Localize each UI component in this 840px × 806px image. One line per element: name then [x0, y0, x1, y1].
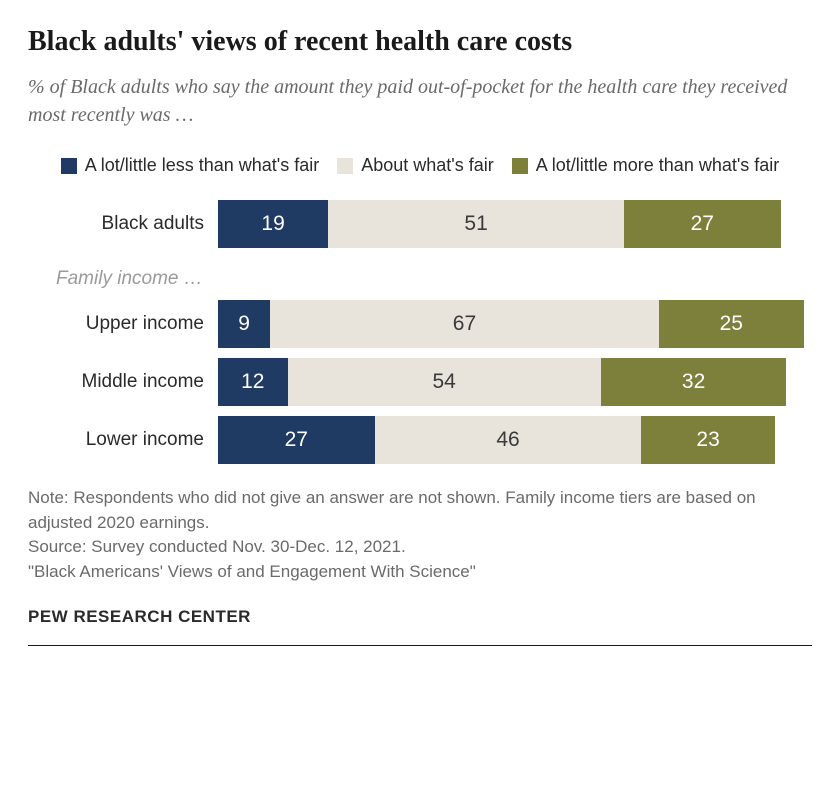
- legend-item-more: A lot/little more than what's fair: [512, 155, 780, 176]
- chart-area: Black adults195127 Family income … Upper…: [28, 200, 812, 464]
- source-text: Source: Survey conducted Nov. 30-Dec. 12…: [28, 535, 812, 560]
- bar: 195127: [218, 200, 781, 248]
- chart-row: Middle income125432: [28, 358, 812, 406]
- notes: Note: Respondents who did not give an an…: [28, 486, 812, 585]
- row-label: Upper income: [28, 313, 218, 335]
- legend-item-about: About what's fair: [337, 155, 494, 176]
- seg-more: 25: [659, 300, 804, 348]
- row-label: Middle income: [28, 371, 218, 393]
- note-text: Note: Respondents who did not give an an…: [28, 486, 812, 535]
- seg-about: 67: [270, 300, 659, 348]
- seg-about: 51: [328, 200, 624, 248]
- chart-row: Black adults195127: [28, 200, 812, 248]
- chart-row: Lower income274623: [28, 416, 812, 464]
- seg-more: 27: [624, 200, 781, 248]
- legend-label-more: A lot/little more than what's fair: [536, 155, 780, 176]
- seg-more: 32: [601, 358, 787, 406]
- swatch-more: [512, 158, 528, 174]
- swatch-about: [337, 158, 353, 174]
- bottom-rule: [28, 645, 812, 646]
- legend: A lot/little less than what's fair About…: [28, 155, 812, 176]
- seg-less: 27: [218, 416, 375, 464]
- attribution: PEW RESEARCH CENTER: [28, 607, 812, 627]
- seg-more: 23: [641, 416, 774, 464]
- legend-label-less: A lot/little less than what's fair: [85, 155, 320, 176]
- swatch-less: [61, 158, 77, 174]
- report-text: "Black Americans' Views of and Engagemen…: [28, 560, 812, 585]
- seg-about: 46: [375, 416, 642, 464]
- seg-about: 54: [288, 358, 601, 406]
- bar: 125432: [218, 358, 786, 406]
- row-label: Black adults: [28, 213, 218, 235]
- group-label: Family income …: [56, 268, 812, 290]
- chart-row: Upper income96725: [28, 300, 812, 348]
- seg-less: 12: [218, 358, 288, 406]
- chart-subtitle: % of Black adults who say the amount the…: [28, 73, 812, 129]
- chart-title: Black adults' views of recent health car…: [28, 24, 812, 59]
- seg-less: 9: [218, 300, 270, 348]
- bar: 96725: [218, 300, 804, 348]
- legend-item-less: A lot/little less than what's fair: [61, 155, 320, 176]
- legend-label-about: About what's fair: [361, 155, 494, 176]
- seg-less: 19: [218, 200, 328, 248]
- row-label: Lower income: [28, 429, 218, 451]
- bar: 274623: [218, 416, 775, 464]
